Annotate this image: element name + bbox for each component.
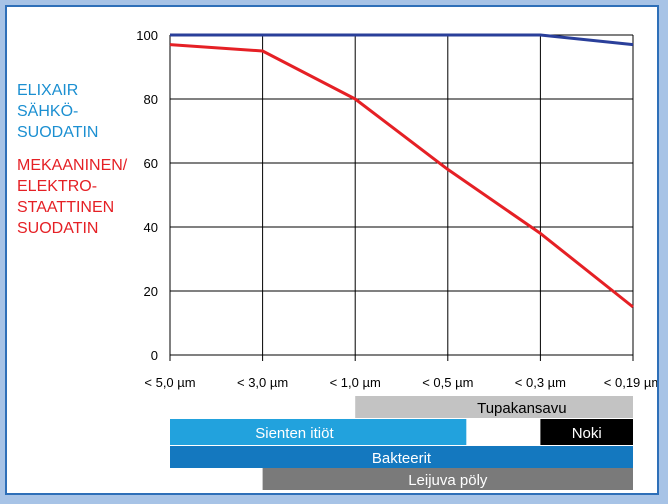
band-tupakansavu-label: Tupakansavu (477, 400, 567, 417)
x-tick-label: < 0,5 µm (422, 375, 473, 390)
legend-label-line: SÄHKÖ- (17, 102, 78, 120)
band-sienten-iti-t (170, 419, 467, 445)
band-leijuva-p-ly-label: Leijuva pöly (408, 472, 488, 489)
band-tupakansavu (355, 396, 633, 418)
y-tick-label: 60 (144, 156, 158, 171)
legend-label-line: ELIXAIR (17, 82, 78, 99)
band-bakteerit-label: Bakteerit (372, 450, 432, 467)
band-noki-label: Noki (572, 425, 602, 442)
x-tick-label: < 1,0 µm (330, 375, 381, 390)
x-tick-label: < 3,0 µm (237, 375, 288, 390)
x-tick-label: < 0,3 µm (515, 375, 566, 390)
x-tick-label: < 5,0 µm (144, 375, 195, 390)
band-noki (540, 419, 633, 445)
x-tick-label: < 0,19 µm (604, 375, 657, 390)
chart-frame: 100 80 60 40 20 0 < 5,0 µm < 3,0 µm < 1,0 µm < 0,… (5, 5, 659, 495)
legend-label-line: MEKAANINEN/ (17, 157, 128, 174)
filter-efficiency-chart: 100 80 60 40 20 0 < 5,0 µm < 3,0 µm < 1,0 µm < 0,… (17, 28, 657, 490)
y-tick-label: 100 (136, 28, 158, 43)
y-tick-label: 80 (144, 92, 158, 107)
legend-label-line: SUODATIN (17, 124, 98, 141)
y-tick-label: 0 (151, 348, 158, 363)
legend-label-line: ELEKTRO- (17, 178, 97, 195)
band-sienten-iti-t-label: Sienten itiöt (255, 425, 334, 442)
series-line-2 (169, 43, 634, 309)
y-tick-label: 20 (144, 284, 158, 299)
legend-label-line: SUODATIN (17, 220, 98, 237)
band-leijuva-p-ly (262, 468, 633, 490)
band-bakteerit (170, 446, 633, 468)
series-line-1 (170, 33, 634, 47)
y-tick-label: 40 (144, 220, 158, 235)
legend-label-line: STAATTINEN (17, 199, 114, 216)
